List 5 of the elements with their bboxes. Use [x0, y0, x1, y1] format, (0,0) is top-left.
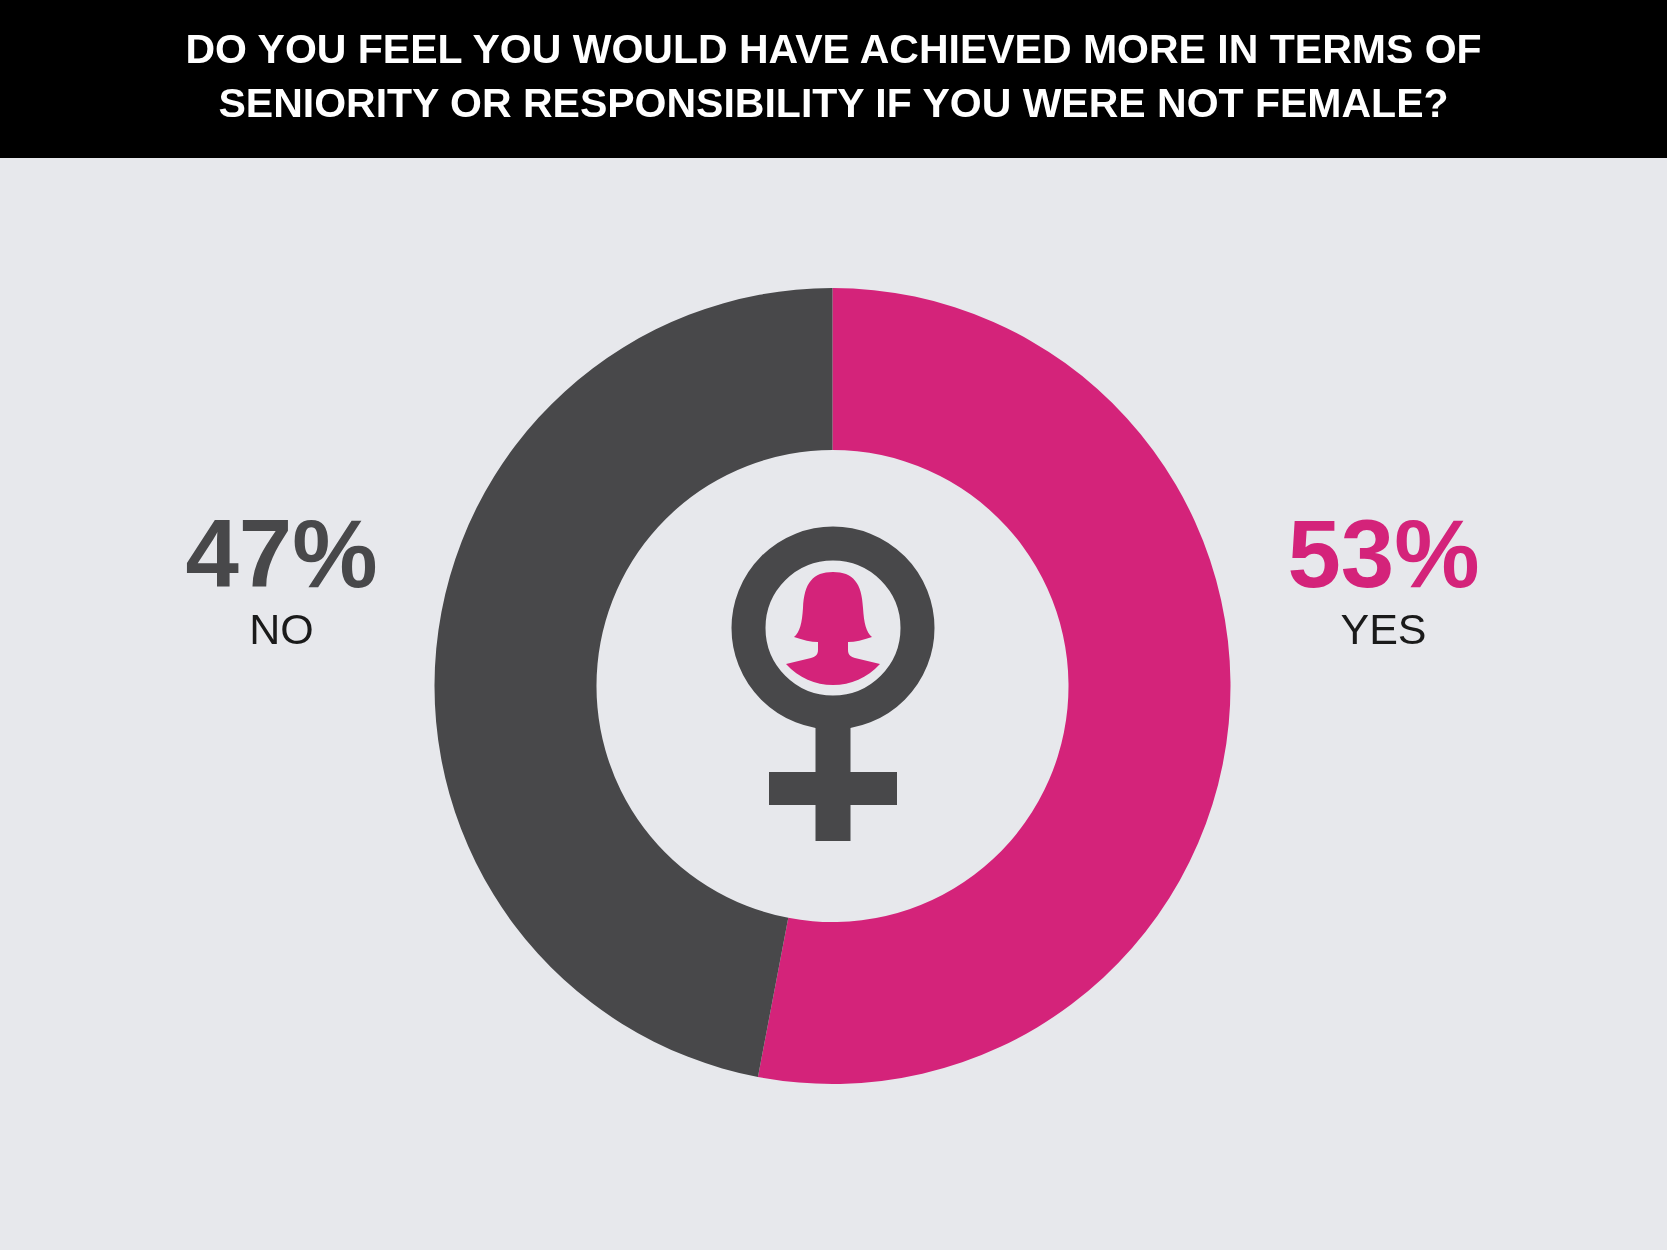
slice-label: NO [249, 605, 314, 653]
chart-title: DO YOU FEEL YOU WOULD HAVE ACHIEVED MORE IN TERMS OF SENIORITY OR RESPONSIBILITY IF YOU WERE NOT FEMALE? [184, 25, 1483, 128]
data-label: 53% [1287, 500, 1480, 607]
slice-label: YES [1340, 605, 1427, 653]
data-label: 47% [185, 500, 378, 607]
